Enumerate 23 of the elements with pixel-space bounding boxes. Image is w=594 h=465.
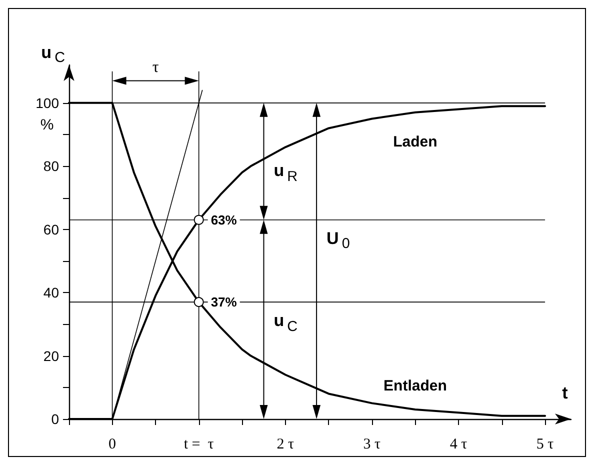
y-axis-title: u$_{C}$ xyxy=(41,43,65,66)
annotation: τ xyxy=(152,58,159,76)
y-tick-label: 40 xyxy=(43,284,60,301)
series-label: Laden xyxy=(393,133,438,150)
annotation: U$_{0}$ xyxy=(326,229,350,252)
x-tick-label: 0 xyxy=(108,436,116,452)
data-label: 63% xyxy=(210,212,238,228)
x-tick-label: 2 τ xyxy=(276,436,294,452)
text: % xyxy=(40,116,54,134)
data-label: 37% xyxy=(210,294,238,310)
x-tick-label: 3 τ xyxy=(363,436,381,452)
x-tick-label: t = τ xyxy=(184,436,214,452)
y-tick-label: 0 xyxy=(51,411,60,427)
annotation: u$_{C}$ xyxy=(274,312,298,335)
x-tick-label: 5 τ xyxy=(536,436,554,452)
annotation: u$_{R}$ xyxy=(274,161,298,185)
y-tick-label: 60 xyxy=(43,221,60,238)
y-tick-label: 80 xyxy=(43,158,60,174)
x-axis-title: t xyxy=(562,384,568,402)
x-tick-label: 4 τ xyxy=(450,436,468,452)
y-tick-label: 100 xyxy=(36,94,60,111)
series-label: Entladen xyxy=(384,378,447,395)
y-tick-label: 20 xyxy=(43,348,60,364)
